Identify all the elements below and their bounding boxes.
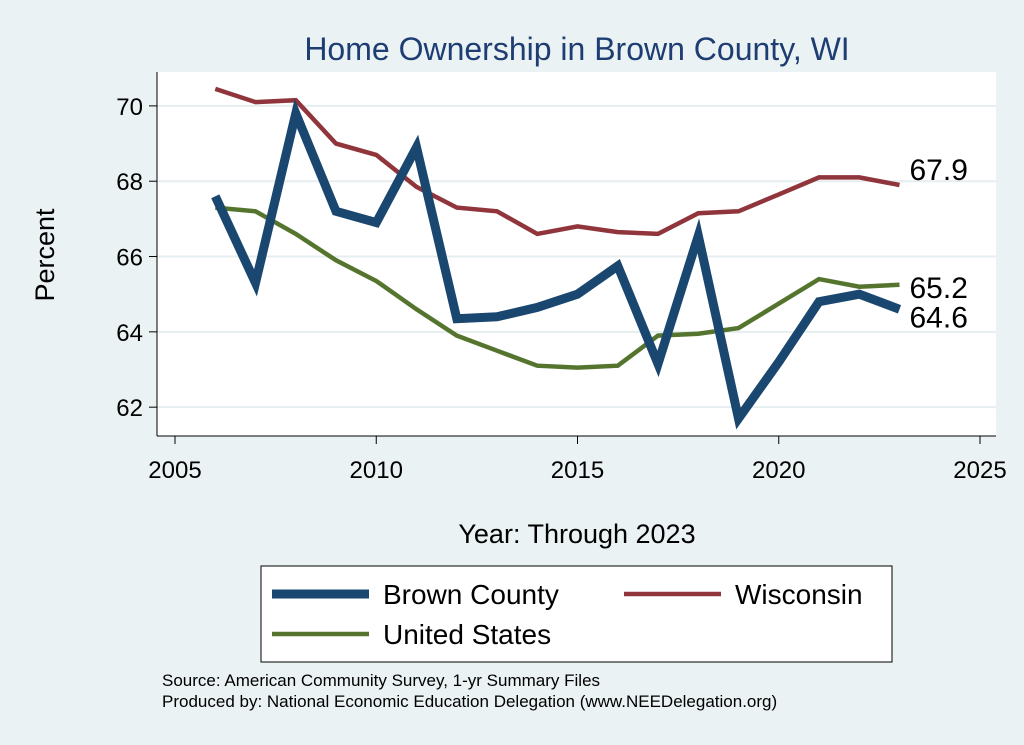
x-tick-label-2015: 2015 (551, 457, 604, 484)
end-label-wisconsin: 67.9 (910, 154, 968, 187)
y-tick-label-62: 62 (116, 395, 143, 422)
legend-label-brown-county: Brown County (383, 579, 559, 610)
plot-area (157, 72, 996, 436)
end-label-united-states: 65.2 (910, 272, 968, 305)
x-tick-label-2020: 2020 (752, 457, 805, 484)
legend-label-wisconsin: Wisconsin (735, 579, 863, 610)
source-note: Source: American Community Survey, 1-yr … (162, 671, 601, 690)
end-label-brown-county: 64.6 (910, 301, 968, 334)
y-axis-ticks: 62 64 66 68 70 (116, 94, 157, 422)
x-tick-label-2010: 2010 (350, 457, 403, 484)
x-tick-label-2025: 2025 (953, 457, 1006, 484)
x-axis-label: Year: Through 2023 (458, 519, 695, 549)
chart-title: Home Ownership in Brown County, WI (304, 31, 849, 67)
legend: Brown County Wisconsin United States (272, 579, 863, 650)
y-tick-label-64: 64 (116, 320, 143, 347)
end-labels: 64.6 67.9 65.2 (910, 154, 968, 334)
y-tick-label-70: 70 (116, 94, 143, 121)
series-line-brown-county (211, 98, 902, 430)
series-line-united-states (215, 205, 900, 370)
y-tick-label-66: 66 (116, 245, 143, 272)
producer-note: Produced by: National Economic Education… (162, 692, 778, 711)
series-lines (211, 86, 902, 430)
y-tick-label-68: 68 (116, 169, 143, 196)
y-axis-label: Percent (30, 208, 60, 302)
x-axis-ticks: 2005 2010 2015 2020 2025 (148, 436, 1007, 484)
legend-box (260, 565, 893, 663)
series-line-wisconsin (214, 86, 900, 237)
legend-label-united-states: United States (383, 619, 551, 650)
x-tick-label-2005: 2005 (148, 457, 201, 484)
